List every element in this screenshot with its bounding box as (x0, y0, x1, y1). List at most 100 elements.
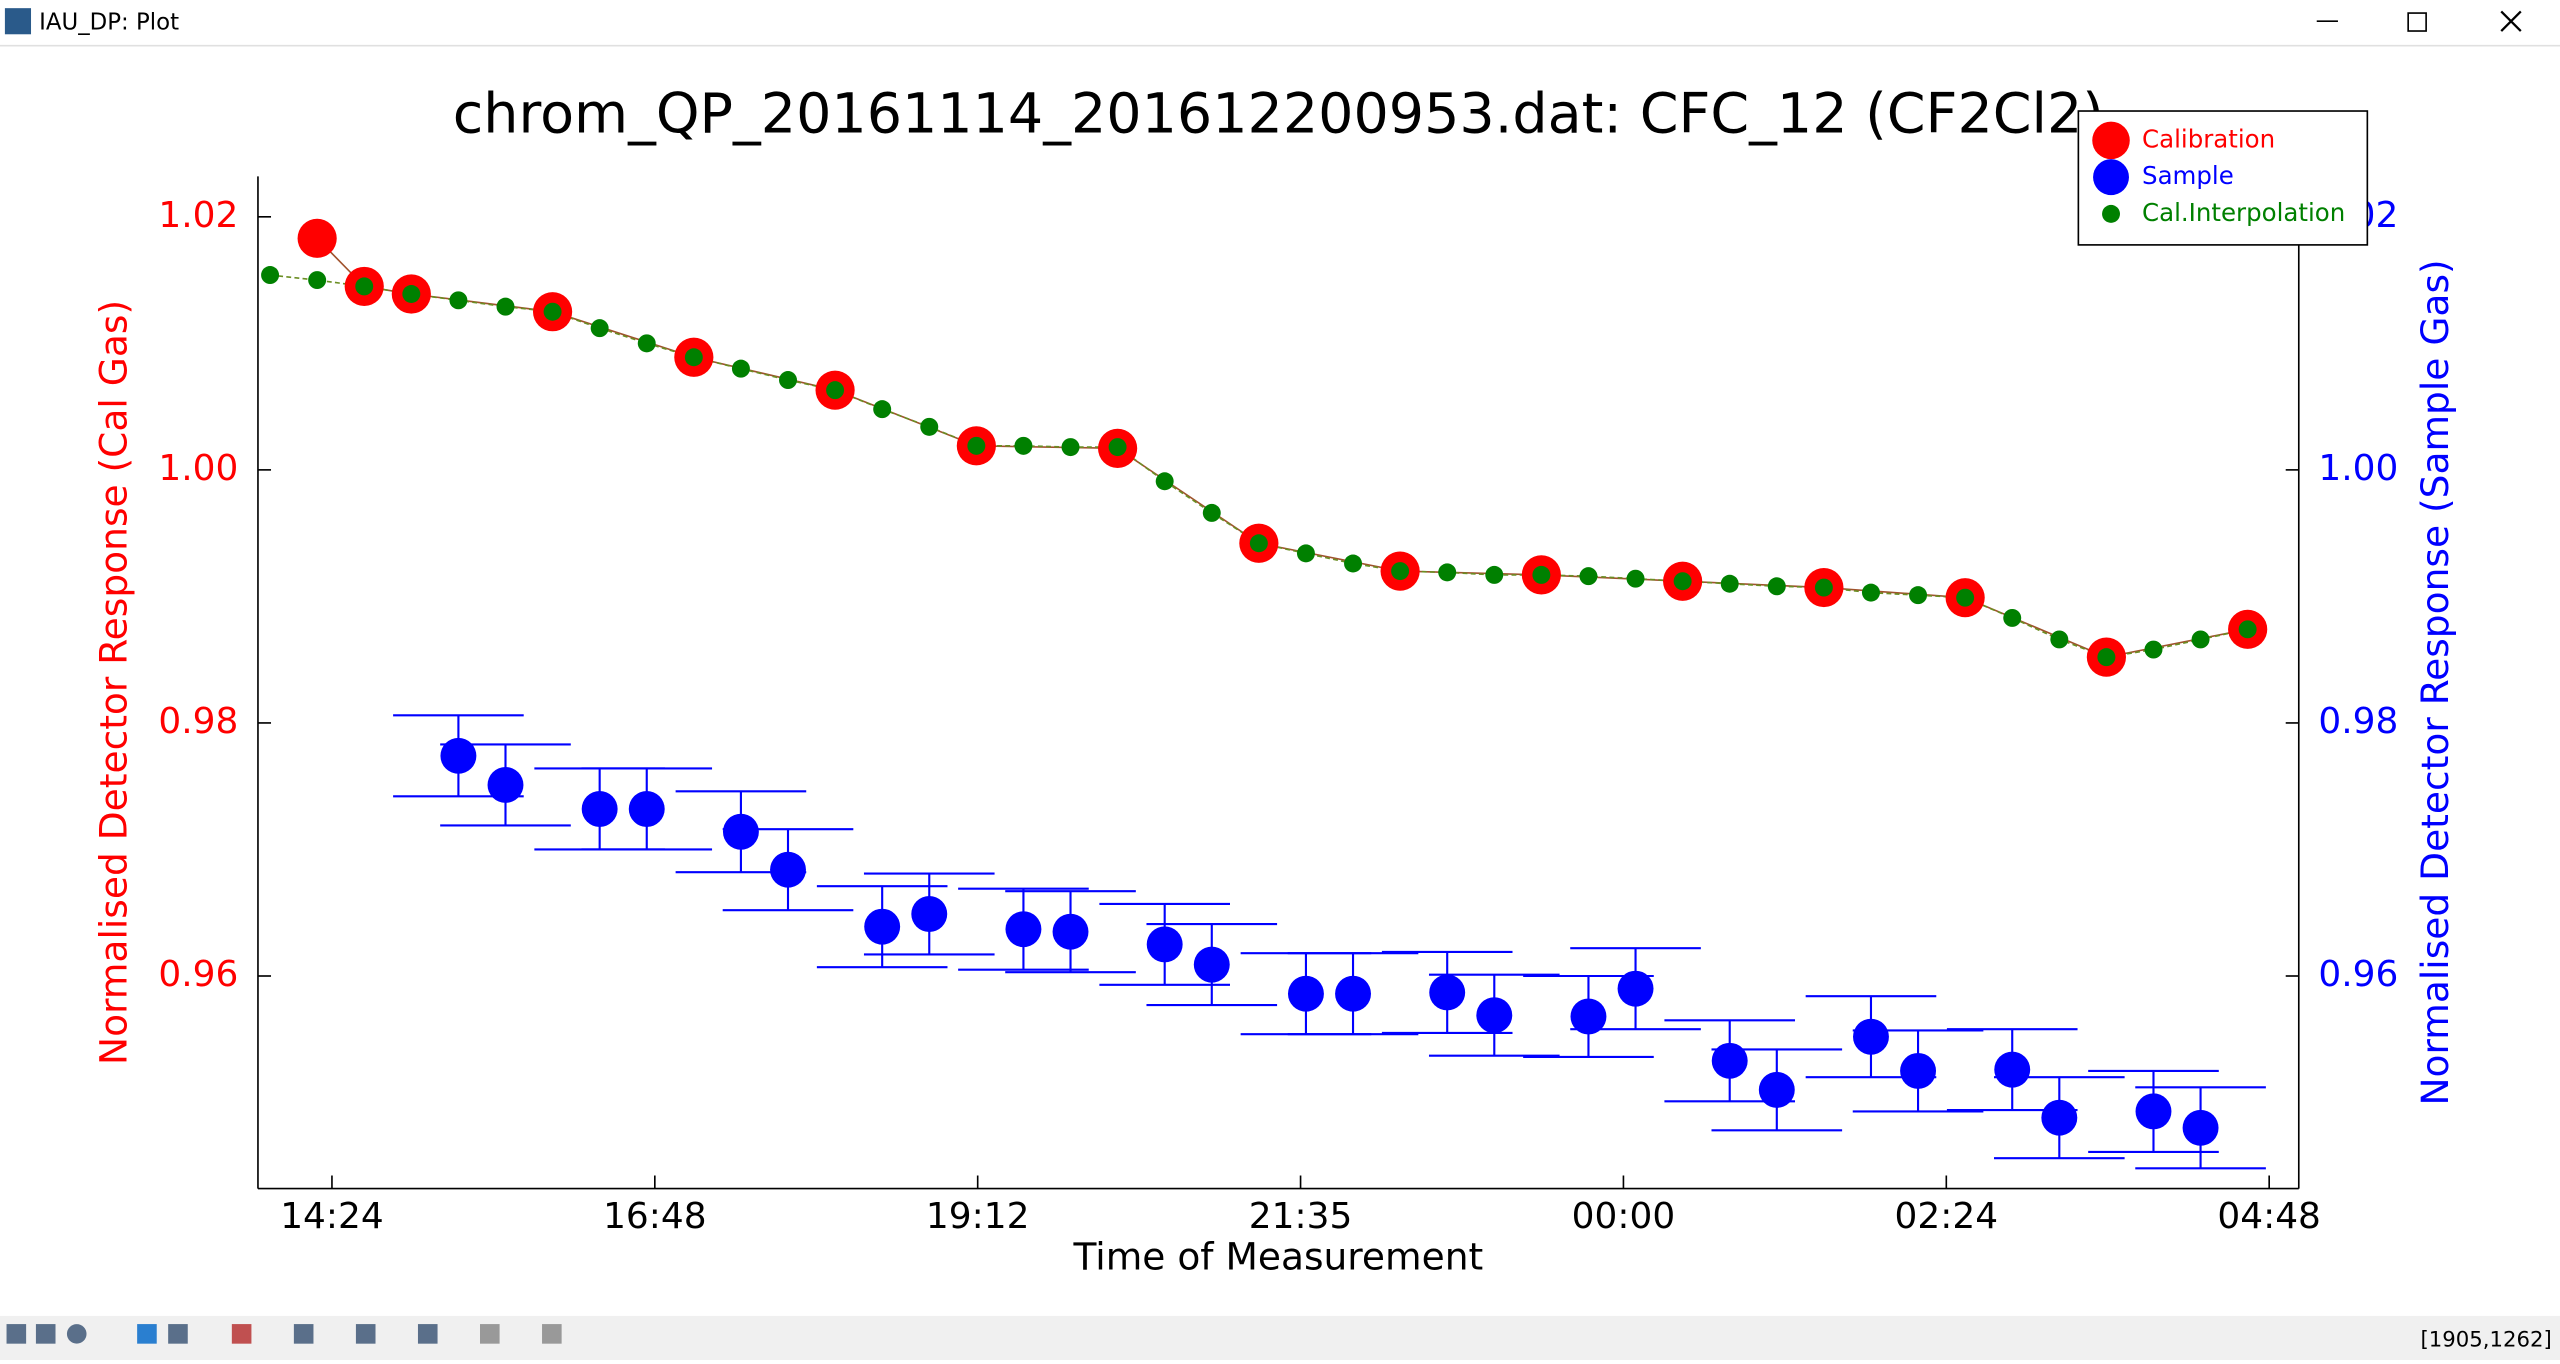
data-point (1532, 565, 1551, 584)
data-point (2041, 1099, 2078, 1136)
data-point (1673, 572, 1692, 591)
data-point (2182, 1109, 2219, 1146)
data-point (355, 277, 374, 296)
data-point (1900, 1052, 1937, 1089)
data-point (297, 218, 337, 258)
restore-button[interactable] (2407, 12, 2427, 32)
data-point (1570, 998, 1607, 1035)
data-point (1617, 970, 1654, 1007)
data-point (308, 271, 327, 290)
data-point (1711, 1042, 1748, 1079)
data-point (826, 381, 845, 400)
data-point (487, 766, 524, 803)
data-point (1193, 946, 1230, 983)
y-tick-label: 0.96 (158, 954, 238, 995)
data-point (722, 813, 759, 850)
data-point (1155, 472, 1174, 491)
y-tick-label: 1.00 (158, 448, 238, 489)
data-point (2144, 640, 2163, 659)
y2-axis-label: Normalised Detector Response (Sample Gas… (2413, 259, 2457, 1105)
data-point (2003, 608, 2022, 627)
data-point (684, 348, 703, 367)
legend-label: Sample (2142, 161, 2234, 190)
data-point (2135, 1093, 2172, 1130)
y2-tick-label: 0.96 (2318, 954, 2398, 995)
data-point (1758, 1071, 1795, 1108)
x-tick-label: 04:48 (2217, 1196, 2320, 1237)
data-point (1485, 565, 1504, 584)
toolbar (0, 1315, 2560, 1360)
data-point (2050, 630, 2069, 649)
legend-marker (2093, 159, 2129, 196)
data-point (731, 359, 750, 378)
data-point (1476, 997, 1513, 1034)
data-point (1956, 588, 1975, 607)
data-point (864, 908, 901, 945)
data-point (911, 896, 948, 932)
data-point (1202, 503, 1221, 522)
data-point (637, 334, 656, 353)
data-point (1335, 975, 1371, 1012)
data-point (1146, 926, 1183, 963)
y-axis-label: Normalised Detector Response (Cal Gas) (91, 300, 135, 1065)
data-point (1287, 975, 1324, 1012)
data-point (1814, 578, 1833, 597)
data-point (581, 791, 618, 827)
x-tick-label: 16:48 (603, 1196, 706, 1237)
data-point (440, 737, 477, 774)
data-point (1909, 586, 1928, 605)
data-point (2238, 620, 2257, 639)
data-point (402, 285, 421, 303)
x-tick-label: 19:12 (926, 1196, 1029, 1237)
status-text: [1905,1262] (2421, 1327, 2552, 1352)
legend-label: Cal.Interpolation (2142, 198, 2345, 227)
data-point (770, 851, 806, 888)
close-button[interactable] (2500, 10, 2522, 32)
data-point (920, 417, 939, 436)
legend-marker (2102, 204, 2120, 223)
data-point (261, 266, 280, 284)
data-point (1296, 544, 1315, 563)
data-point (1108, 438, 1127, 457)
data-point (1344, 554, 1363, 573)
chart-title: chrom_QP_20161114_201612200953.dat: CFC_… (453, 82, 2104, 147)
data-point (1249, 534, 1268, 553)
data-point (2097, 648, 2116, 667)
data-point (1438, 563, 1457, 582)
data-point (1429, 974, 1466, 1011)
axes (257, 176, 2300, 1190)
toolbar-icons[interactable] (6, 1324, 562, 1344)
x-axis-label: Time of Measurement (1073, 1234, 1484, 1278)
data-point (449, 291, 468, 310)
data-point (1861, 583, 1880, 602)
data-point (1626, 569, 1645, 588)
x-tick-label: 14:24 (280, 1196, 383, 1237)
data-point (1052, 913, 1089, 950)
y2-tick-label: 1.00 (2318, 448, 2398, 489)
legend-marker (2092, 121, 2130, 160)
data-point (779, 371, 797, 390)
data-point (1391, 562, 1410, 581)
data-point (2191, 630, 2210, 649)
y-tick-label: 0.98 (158, 701, 238, 742)
data-point (1014, 436, 1033, 455)
data-point (628, 791, 665, 827)
y-tick-label: 1.02 (158, 195, 238, 236)
data-point (590, 319, 609, 338)
app-icon (4, 8, 32, 35)
data-point (1579, 567, 1598, 586)
data-point (967, 436, 986, 455)
data-point (1005, 911, 1042, 948)
data-point (1767, 577, 1786, 596)
data-point (543, 302, 562, 321)
y2-tick-label: 0.98 (2318, 701, 2398, 742)
data-point (1720, 574, 1739, 593)
data-point (1061, 438, 1080, 457)
x-tick-label: 02:24 (1895, 1196, 1998, 1237)
data-point (1994, 1051, 2031, 1088)
data-point (1853, 1018, 1889, 1055)
window-title: IAU_DP: Plot (39, 9, 179, 35)
legend-label: Calibration (2142, 124, 2275, 153)
